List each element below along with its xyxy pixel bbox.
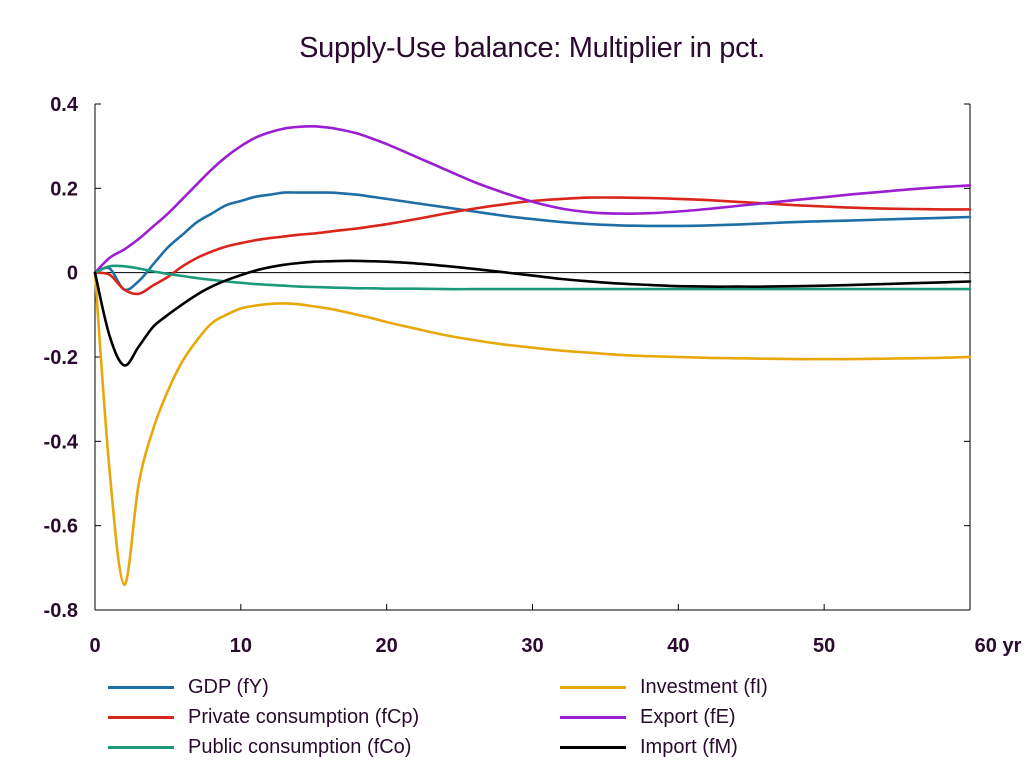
series-line-public-consumption-fco xyxy=(93,264,972,291)
legend-item-import: Import (fM) xyxy=(560,732,738,762)
legend: GDP (fY) Private consumption (fCp) Publi… xyxy=(0,672,1024,772)
y-tick-label: 0.2 xyxy=(50,178,78,200)
line-chart: 0.4 0.2 0 -0.2 -0.4 -0.6 -0.8 0 10 20 30 40 50 60 yr xyxy=(44,94,1022,657)
legend-item-export: Export (fE) xyxy=(560,702,736,732)
series-line-export-fe xyxy=(93,124,972,274)
y-tick-label: 0 xyxy=(67,263,78,285)
legend-swatch-public-consumption xyxy=(108,745,174,749)
x-tick-label: 20 xyxy=(376,635,398,657)
legend-label-public-consumption: Public consumption (fCo) xyxy=(188,735,412,758)
legend-item-investment: Investment (fI) xyxy=(560,672,768,702)
y-tick-label: -0.4 xyxy=(44,431,79,453)
legend-swatch-import xyxy=(560,745,626,749)
legend-swatch-investment xyxy=(560,685,626,689)
x-tick-label: 60 yr xyxy=(975,635,1022,657)
y-tick-label: -0.2 xyxy=(44,347,78,369)
tick-labels: 0.4 0.2 0 -0.2 -0.4 -0.6 -0.8 0 10 20 30 40 50 60 yr xyxy=(44,94,1022,657)
legend-label-gdp: GDP (fY) xyxy=(188,675,269,698)
chart-title: Supply-Use balance: Multiplier in pct. xyxy=(299,32,765,64)
x-tick-label: 0 xyxy=(89,635,100,657)
axes xyxy=(94,104,971,611)
y-tick-label: -0.8 xyxy=(44,600,78,622)
x-tick-label: 30 xyxy=(521,635,543,657)
legend-swatch-gdp xyxy=(108,685,174,689)
x-tick-label: 10 xyxy=(230,635,252,657)
legend-swatch-export xyxy=(560,715,626,719)
y-tick-label: 0.4 xyxy=(50,94,79,116)
legend-label-import: Import (fM) xyxy=(640,735,738,758)
series-line-investment-fi xyxy=(93,271,972,587)
series-lines xyxy=(93,124,972,587)
legend-item-public-consumption: Public consumption (fCo) xyxy=(108,732,411,762)
legend-label-private-consumption: Private consumption (fCp) xyxy=(188,705,420,728)
series-line-gdp-fy xyxy=(93,191,972,292)
legend-label-export: Export (fE) xyxy=(640,705,736,728)
series-line-import-fm xyxy=(93,259,972,367)
legend-item-private-consumption: Private consumption (fCp) xyxy=(108,702,419,732)
y-tick-label: -0.6 xyxy=(44,516,78,538)
tick-marks xyxy=(94,103,971,611)
legend-swatch-private-consumption xyxy=(108,715,174,719)
legend-item-gdp: GDP (fY) xyxy=(108,672,269,702)
x-tick-label: 40 xyxy=(667,635,689,657)
series-line-private-consumption-fcp xyxy=(93,196,972,296)
x-tick-label: 50 xyxy=(813,635,835,657)
legend-label-investment: Investment (fI) xyxy=(640,675,768,698)
